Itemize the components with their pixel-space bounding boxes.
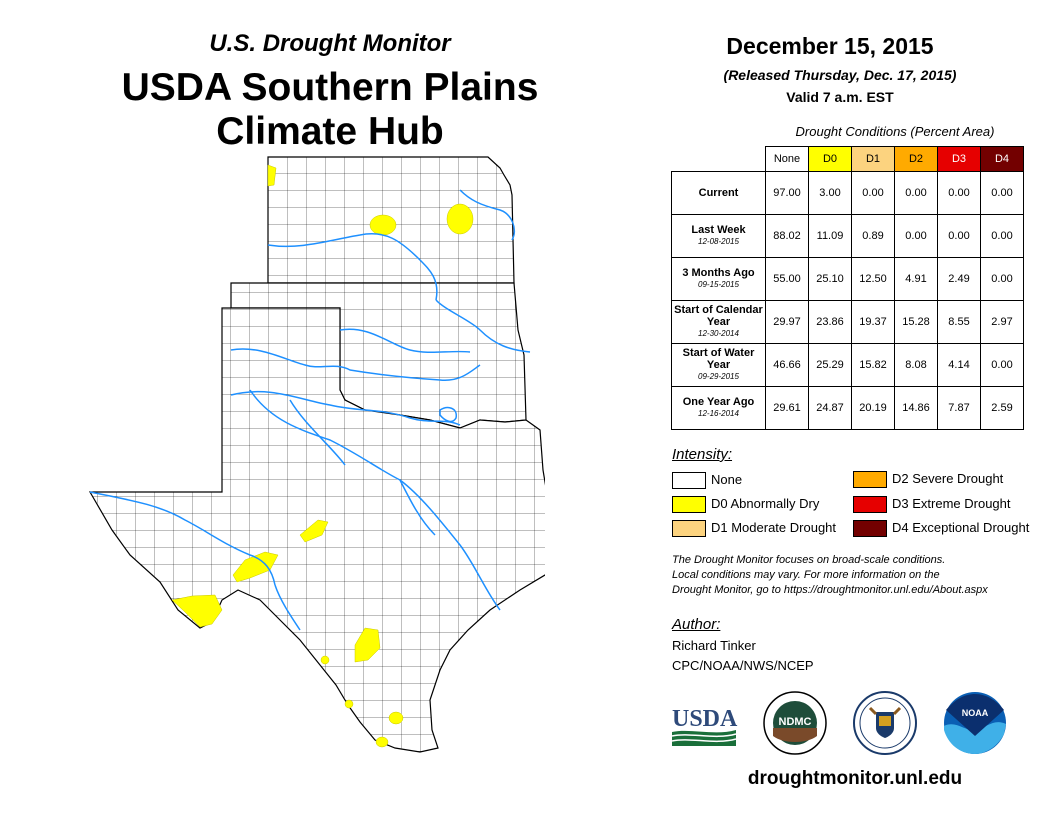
table-cell: 14.86 — [894, 386, 938, 430]
map-subtitle: U.S. Drought Monitor — [209, 30, 451, 57]
col-none: None — [765, 146, 809, 172]
table-cell: 15.28 — [894, 300, 938, 344]
legend-label: D0 Abnormally Dry — [711, 496, 820, 511]
table-cell: 0.00 — [894, 171, 938, 215]
author-title: Author: — [672, 616, 721, 633]
table-cell: 2.49 — [937, 257, 981, 301]
table-cell: 4.14 — [937, 343, 981, 387]
row-label: Current — [671, 171, 766, 215]
table-cell: 7.87 — [937, 386, 981, 430]
table-cell: 8.55 — [937, 300, 981, 344]
legend-label: D1 Moderate Drought — [711, 520, 837, 535]
map-title-line1: USDA Southern Plains — [121, 66, 539, 109]
usda-logo: USDA — [671, 706, 738, 746]
legend-swatch-d1 — [672, 520, 706, 537]
table-cell: 0.00 — [980, 214, 1024, 258]
note-line: Local conditions may vary. For more info… — [672, 569, 940, 581]
table-cell: 88.02 — [765, 214, 809, 258]
rivers — [89, 189, 531, 631]
legend-swatch-d4 — [853, 520, 887, 537]
noaa-logo-text: NOAA — [962, 708, 989, 718]
table-cell: 0.89 — [851, 214, 895, 258]
table-corner — [672, 147, 766, 172]
d0-areas — [171, 164, 474, 748]
table-cell: 8.08 — [894, 343, 938, 387]
table-cell: 15.82 — [851, 343, 895, 387]
drought-map — [88, 156, 545, 753]
map-title: USDA Southern Plains Climate Hub — [60, 66, 600, 154]
row-label: One Year Ago 12-16-2014 — [671, 386, 766, 430]
legend-title: Intensity: — [672, 446, 733, 463]
table-cell: 25.10 — [808, 257, 852, 301]
table-cell: 25.29 — [808, 343, 852, 387]
row-label: 3 Months Ago 09-15-2015 — [671, 257, 766, 301]
row-label: Last Week 12-08-2015 — [671, 214, 766, 258]
legend-label: None — [711, 472, 743, 487]
note-line: The Drought Monitor focuses on broad-sca… — [672, 554, 946, 566]
table-cell: 2.59 — [980, 386, 1024, 430]
table-cell: 20.19 — [851, 386, 895, 430]
table-cell: 0.00 — [851, 171, 895, 215]
footer-url[interactable]: droughtmonitor.unl.edu — [747, 768, 963, 789]
col-d4: D4 — [980, 146, 1024, 172]
table-cell: 29.97 — [765, 300, 809, 344]
table-row: Start of Water Year 09-29-2015 46.66 25.2… — [671, 343, 1024, 387]
table-cell: 0.00 — [980, 257, 1024, 301]
table-cell: 23.86 — [808, 300, 852, 344]
usda-logo-text: USDA — [672, 706, 738, 732]
col-d3: D3 — [937, 146, 981, 172]
col-d0: D0 — [808, 146, 852, 172]
table-row: One Year Ago 12-16-2014 29.61 24.87 20.19… — [671, 386, 1024, 430]
table-row: 3 Months Ago 09-15-2015 55.00 25.10 12.50… — [671, 257, 1024, 301]
table-row: Start of Calendar Year 12-30-2014 29.97 2… — [671, 300, 1024, 344]
ndmc-logo: NDMC — [763, 691, 827, 755]
map-title-line2: Climate Hub — [216, 110, 444, 153]
legend-label: D4 Exceptional Drought — [892, 520, 1030, 535]
note-line: Drought Monitor, go to https://droughtmo… — [672, 584, 988, 596]
table-cell: 0.00 — [980, 171, 1024, 215]
table-header-row: None D0 D1 D2 D3 D4 — [672, 146, 1024, 172]
col-d2: D2 — [894, 146, 938, 172]
row-label: Start of Calendar Year 12-30-2014 — [671, 300, 766, 344]
table-cell: 46.66 — [765, 343, 809, 387]
table-cell: 24.87 — [808, 386, 852, 430]
table-title: Drought Conditions (Percent Area) — [795, 124, 995, 139]
table-cell: 97.00 — [765, 171, 809, 215]
row-label: Start of Water Year 09-29-2015 — [671, 343, 766, 387]
table-cell: 2.97 — [980, 300, 1024, 344]
release-date: (Released Thursday, Dec. 17, 2015) — [723, 67, 957, 83]
table-cell: 12.50 — [851, 257, 895, 301]
author-name: Richard Tinker — [672, 638, 756, 653]
ndmc-logo-text: NDMC — [779, 716, 812, 728]
table-cell: 0.00 — [894, 214, 938, 258]
table-cell: 0.00 — [937, 171, 981, 215]
table-cell: 19.37 — [851, 300, 895, 344]
table-cell: 11.09 — [808, 214, 852, 258]
disclaimer-note: The Drought Monitor focuses on broad-sca… — [672, 553, 1052, 598]
drought-conditions-table: None D0 D1 D2 D3 D4 Current 97.00 3.00 0… — [671, 146, 1024, 430]
legend-swatch-d3 — [853, 496, 887, 513]
table-row: Current 97.00 3.00 0.00 0.00 0.00 0.00 — [671, 171, 1024, 215]
legend-swatch-d2 — [853, 471, 887, 488]
table-row: Last Week 12-08-2015 88.02 11.09 0.89 0.0… — [671, 214, 1024, 258]
legend-swatch-d0 — [672, 496, 706, 513]
map-date: December 15, 2015 — [726, 33, 934, 59]
table-cell: 0.00 — [937, 214, 981, 258]
legend-label: D3 Extreme Drought — [892, 496, 1011, 511]
legend-swatch-none — [672, 472, 706, 489]
noaa-logo: NOAA — [944, 692, 1006, 754]
legend-label: D2 Severe Drought — [892, 471, 1004, 486]
valid-time: Valid 7 a.m. EST — [786, 89, 894, 105]
author-org: CPC/NOAA/NWS/NCEP — [672, 658, 814, 673]
table-cell: 29.61 — [765, 386, 809, 430]
table-cell: 3.00 — [808, 171, 852, 215]
doc-seal-logo — [853, 691, 917, 755]
col-d1: D1 — [851, 146, 895, 172]
table-cell: 4.91 — [894, 257, 938, 301]
table-cell: 55.00 — [765, 257, 809, 301]
table-cell: 0.00 — [980, 343, 1024, 387]
